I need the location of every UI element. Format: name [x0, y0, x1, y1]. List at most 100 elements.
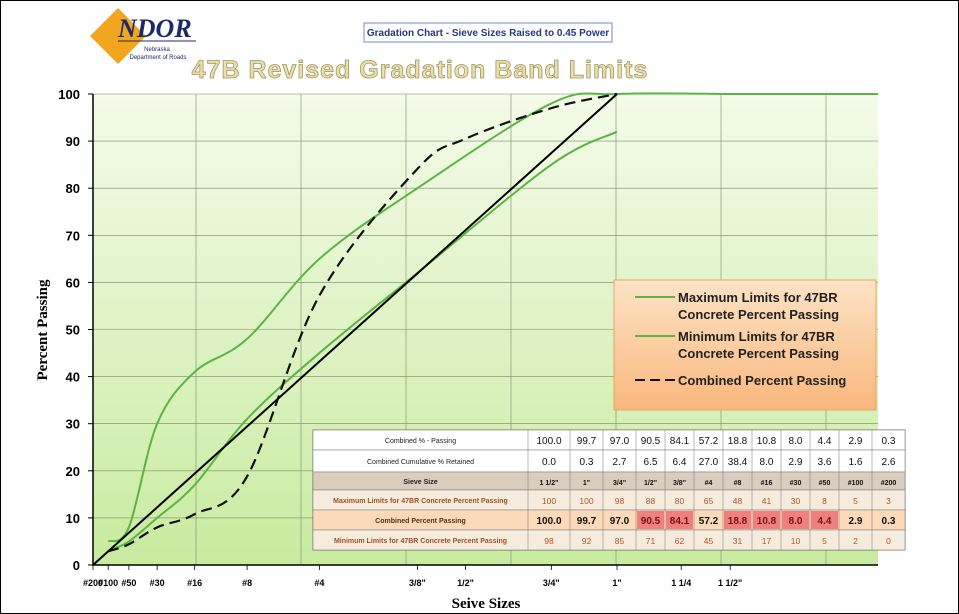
table-cell-highlight — [753, 511, 780, 529]
x-tick-label: 1 1/4 — [671, 578, 691, 588]
table-cell: 10 — [791, 536, 801, 546]
table-cell: 57.2 — [699, 436, 719, 447]
table-cell: 92 — [582, 536, 592, 546]
table-cell: 98 — [615, 496, 625, 506]
table-cell: 18.8 — [728, 516, 748, 527]
table-cell: 99.7 — [577, 516, 597, 527]
table-cell: 10.8 — [757, 436, 777, 447]
table-row-label: Sieve Size — [403, 479, 437, 486]
table-cell: 3/4" — [613, 480, 626, 487]
table-cell: 4.4 — [818, 436, 832, 447]
logo-sub1: Nebraska — [144, 47, 170, 53]
table-cell: 27.0 — [699, 457, 719, 468]
x-tick-label: #8 — [242, 578, 252, 588]
legend-label: Concrete Percent Passing — [678, 307, 839, 322]
x-tick-label: #16 — [187, 578, 202, 588]
table-cell: 90.5 — [641, 516, 661, 527]
y-tick-label: 10 — [66, 511, 80, 526]
table-cell: 0.3 — [580, 457, 594, 468]
table-cell: 100 — [542, 496, 556, 506]
x-tick-label: #100 — [98, 578, 118, 588]
table-cell: 48 — [733, 496, 743, 506]
table-cell: 8.0 — [789, 516, 803, 527]
legend: Maximum Limits for 47BR Concrete Percent … — [613, 279, 877, 411]
logo-text: NDOR — [117, 14, 192, 43]
data-table: Combined % - Passing 10 0.0 99.7 97.0 90.5 8 4.… — [312, 429, 906, 551]
x-tick-label: 1" — [612, 578, 621, 588]
x-tick-label: #30 — [150, 578, 165, 588]
table-cell: 62 — [675, 536, 685, 546]
table-cell: 71 — [646, 536, 656, 546]
table-cell: 99.7 — [577, 436, 597, 447]
table-cell: 88 — [646, 496, 656, 506]
y-tick-label: 0 — [73, 558, 80, 573]
table-cell: 2.6 — [882, 457, 896, 468]
table-cell: 97.0 — [610, 436, 630, 447]
chart-title: 47B Revised Gradation Band Limits — [192, 56, 649, 84]
table-cell: #50 — [819, 480, 831, 487]
table-cell: 0.0 — [542, 457, 556, 468]
x-tick-label: #4 — [314, 578, 324, 588]
y-axis-title: Percent Passing — [35, 279, 51, 380]
table-cell: 80 — [675, 496, 685, 506]
table-cell: 1" — [583, 480, 590, 487]
table-cell: 10.8 — [757, 516, 777, 527]
table-cell: 57.2 — [699, 516, 719, 527]
legend-label: Concrete Percent Passing — [678, 346, 839, 361]
table-cell: 2.9 — [789, 457, 803, 468]
table-row-label: Combined Percent Passing — [375, 518, 466, 525]
table-cell: 100 — [579, 496, 593, 506]
table-cell: 2.9 — [849, 516, 863, 527]
table-row-label: Combined % - Passing — [385, 438, 456, 445]
series-line-1 — [107, 130, 618, 552]
table-cell: 6.4 — [673, 457, 687, 468]
y-tick-label: 60 — [66, 275, 80, 290]
table-row — [312, 471, 906, 491]
table-cell: 5 — [822, 536, 827, 546]
y-tick-labels: 0 10 20 30 40 50 60 70 80 90 100 — [58, 87, 93, 573]
x-tick-label: #50 — [121, 578, 136, 588]
legend-label: Minimum Limits for 47BR — [678, 329, 835, 344]
x-axis-title: Seive Sizes — [452, 596, 521, 612]
table-cell: 85 — [615, 536, 625, 546]
table-cell: 1 1/2" — [540, 480, 559, 487]
x-tick-label: #200 — [83, 578, 103, 588]
table-cell: 0 — [886, 536, 891, 546]
top-label-box — [363, 22, 613, 43]
table-cell-highlight — [666, 511, 693, 529]
table-cell-highlight — [724, 511, 751, 529]
ndor-logo: NDOR Nebraska Department of Roads — [90, 8, 196, 64]
x-tick-label: 3/8" — [409, 578, 426, 588]
table-cell: 2.7 — [613, 457, 627, 468]
series-lines — [92, 92, 878, 566]
table-row-label: Maximum Limits for 47BR Concrete Percent… — [333, 498, 508, 505]
table-cell: #200 — [881, 480, 897, 487]
x-tick-label: 1 1/2" — [718, 578, 742, 588]
table-cell: 3/8" — [673, 480, 686, 487]
table-row — [312, 529, 906, 551]
table-cell: 30 — [791, 496, 801, 506]
y-tick-label: 30 — [66, 417, 80, 432]
y-tick-label: 80 — [66, 181, 80, 196]
table-cell: #4 — [705, 480, 713, 487]
table-cell: #100 — [848, 480, 864, 487]
table-cell-highlight — [637, 511, 664, 529]
legend-box — [613, 279, 877, 411]
table-cell-highlight — [782, 511, 809, 529]
table-cell: 1/2" — [644, 480, 657, 487]
series-line-0 — [107, 92, 878, 543]
logo-sub2: Department of Roads — [129, 55, 186, 61]
table-cell: 1.6 — [849, 457, 863, 468]
table-cell: 3.6 — [818, 457, 832, 468]
table-cell: 45 — [704, 536, 714, 546]
table-cell: 31 — [733, 536, 743, 546]
top-label: Gradation Chart - Sieve Sizes Raised to … — [367, 28, 609, 39]
table-cell: 38.4 — [728, 457, 748, 468]
table-cell: #16 — [761, 480, 773, 487]
legend-label: Combined Percent Passing — [678, 373, 846, 388]
y-tick-label: 90 — [66, 134, 80, 149]
table-cell: 8.0 — [789, 436, 803, 447]
table-cell: 8 — [822, 496, 827, 506]
table-cell: #8 — [734, 480, 742, 487]
